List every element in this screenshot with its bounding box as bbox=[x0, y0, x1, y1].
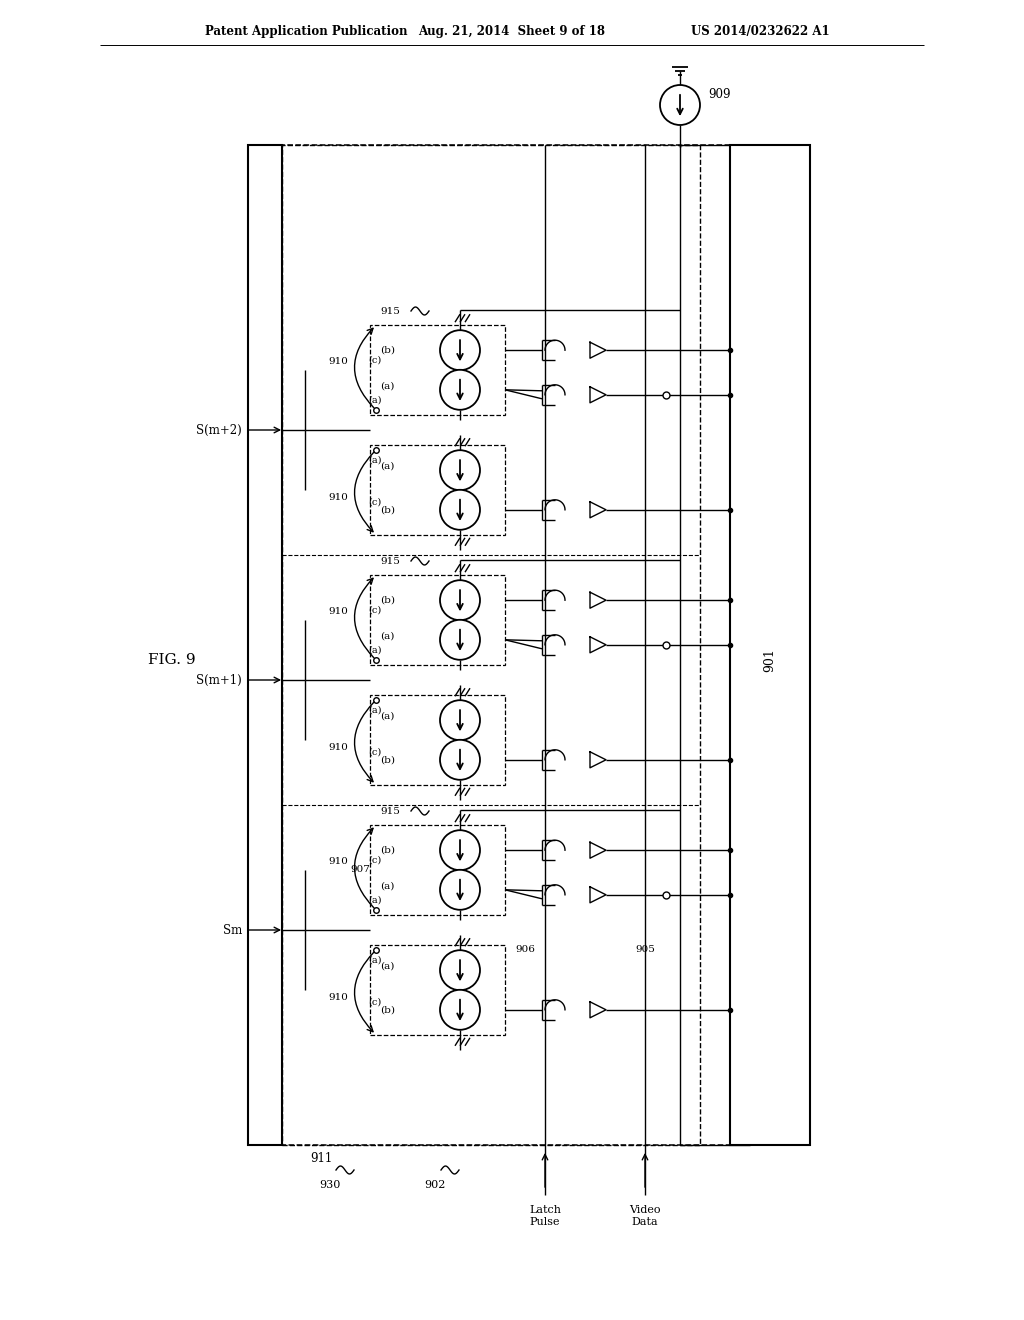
Circle shape bbox=[440, 990, 480, 1030]
Polygon shape bbox=[590, 842, 606, 858]
Bar bbox=[370, 576, 505, 665]
Text: 915: 915 bbox=[380, 807, 400, 816]
Circle shape bbox=[440, 581, 480, 620]
Polygon shape bbox=[590, 387, 606, 403]
Text: 910: 910 bbox=[328, 607, 348, 616]
Circle shape bbox=[440, 620, 480, 660]
Text: (a): (a) bbox=[368, 455, 382, 465]
Text: 915: 915 bbox=[380, 306, 400, 315]
Text: (c): (c) bbox=[368, 498, 381, 507]
Text: 910: 910 bbox=[328, 994, 348, 1002]
Bar bbox=[370, 825, 505, 915]
Circle shape bbox=[440, 330, 480, 370]
Text: (a): (a) bbox=[380, 962, 394, 970]
Bar bbox=[370, 696, 505, 785]
Bar bbox=[730, 145, 810, 1144]
Circle shape bbox=[440, 830, 480, 870]
Text: (b): (b) bbox=[380, 1006, 395, 1014]
Text: (b): (b) bbox=[380, 595, 395, 605]
Text: 910: 910 bbox=[328, 494, 348, 503]
Circle shape bbox=[440, 370, 480, 409]
Text: 906: 906 bbox=[515, 945, 535, 954]
Text: (c): (c) bbox=[368, 355, 381, 364]
Text: Video
Data: Video Data bbox=[630, 1205, 660, 1226]
Text: (a): (a) bbox=[380, 462, 394, 471]
Polygon shape bbox=[590, 502, 606, 517]
Text: S(m+1): S(m+1) bbox=[197, 673, 242, 686]
Text: (a): (a) bbox=[380, 381, 394, 391]
Text: Patent Application Publication: Patent Application Publication bbox=[205, 25, 408, 38]
Text: (a): (a) bbox=[380, 711, 394, 721]
Text: Latch
Pulse: Latch Pulse bbox=[529, 1205, 561, 1226]
Bar bbox=[370, 445, 505, 535]
Text: (c): (c) bbox=[368, 855, 381, 865]
Circle shape bbox=[440, 490, 480, 529]
Polygon shape bbox=[590, 593, 606, 609]
Text: 910: 910 bbox=[328, 858, 348, 866]
Polygon shape bbox=[590, 342, 606, 358]
Circle shape bbox=[440, 950, 480, 990]
Text: 909: 909 bbox=[708, 88, 730, 102]
Text: FIG. 9: FIG. 9 bbox=[148, 653, 196, 667]
Polygon shape bbox=[590, 1002, 606, 1018]
Text: (b): (b) bbox=[380, 755, 395, 764]
Text: (a): (a) bbox=[368, 895, 382, 904]
Text: S(m+2): S(m+2) bbox=[197, 424, 242, 437]
Text: 901: 901 bbox=[764, 648, 776, 672]
Text: 910: 910 bbox=[328, 743, 348, 752]
Bar bbox=[370, 325, 505, 414]
Bar bbox=[248, 145, 730, 1144]
Bar bbox=[282, 145, 700, 1144]
Text: (c): (c) bbox=[368, 747, 381, 756]
Text: (c): (c) bbox=[368, 998, 381, 1006]
Circle shape bbox=[660, 84, 700, 125]
Text: (c): (c) bbox=[368, 606, 381, 615]
Text: (b): (b) bbox=[380, 506, 395, 515]
Circle shape bbox=[440, 700, 480, 741]
Text: (a): (a) bbox=[368, 396, 382, 404]
Bar bbox=[370, 945, 505, 1035]
Circle shape bbox=[440, 739, 480, 780]
Text: 905: 905 bbox=[635, 945, 655, 954]
Text: (a): (a) bbox=[368, 705, 382, 714]
Text: 907: 907 bbox=[350, 866, 370, 874]
Text: 915: 915 bbox=[380, 557, 400, 565]
Circle shape bbox=[440, 450, 480, 490]
Text: 902: 902 bbox=[424, 1180, 445, 1191]
Text: (b): (b) bbox=[380, 846, 395, 855]
Text: 910: 910 bbox=[328, 358, 348, 367]
Polygon shape bbox=[590, 887, 606, 903]
Text: US 2014/0232622 A1: US 2014/0232622 A1 bbox=[691, 25, 830, 38]
Text: (a): (a) bbox=[368, 956, 382, 965]
Text: 930: 930 bbox=[319, 1180, 341, 1191]
Polygon shape bbox=[590, 636, 606, 653]
Text: Aug. 21, 2014  Sheet 9 of 18: Aug. 21, 2014 Sheet 9 of 18 bbox=[419, 25, 605, 38]
Text: (b): (b) bbox=[380, 346, 395, 355]
Text: 911: 911 bbox=[310, 1152, 332, 1166]
Text: (a): (a) bbox=[380, 631, 394, 640]
Text: (a): (a) bbox=[368, 645, 382, 655]
Bar bbox=[248, 145, 282, 1144]
Circle shape bbox=[440, 870, 480, 909]
Polygon shape bbox=[590, 752, 606, 768]
Text: (a): (a) bbox=[380, 882, 394, 890]
Text: Sm: Sm bbox=[223, 924, 242, 936]
